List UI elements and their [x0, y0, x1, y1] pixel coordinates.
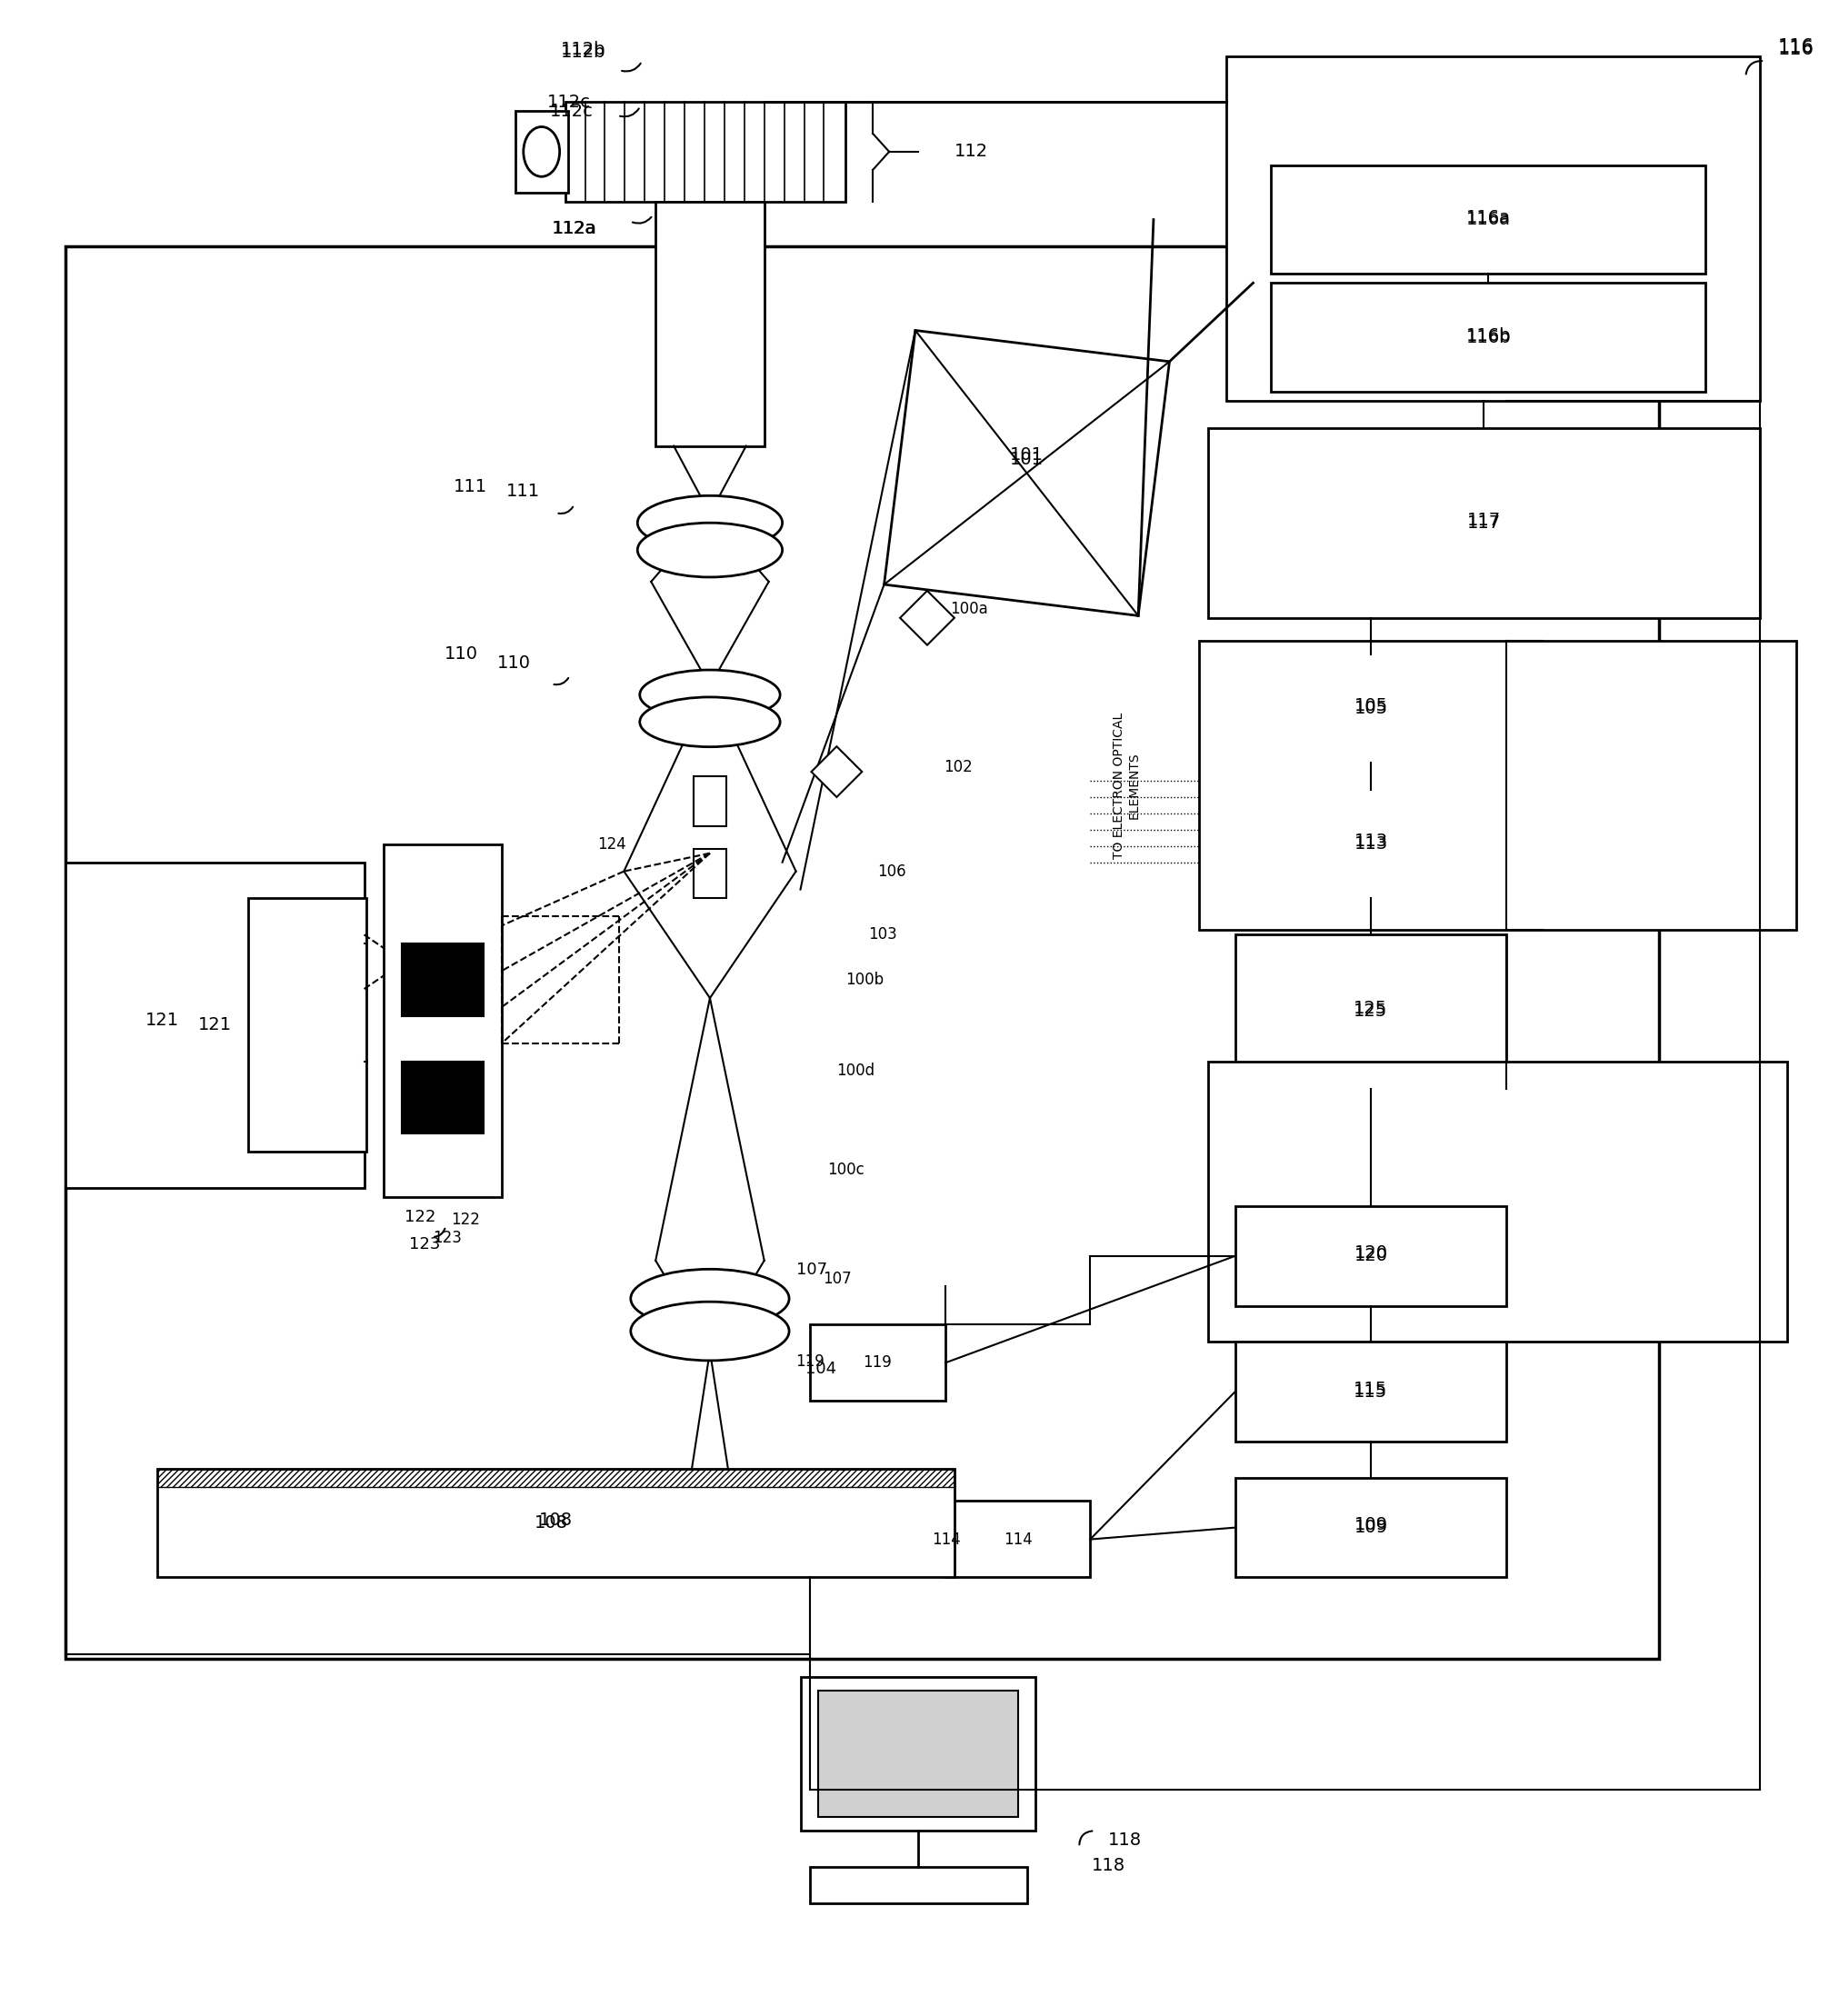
Bar: [565, 103, 846, 202]
Text: TO ELECTRON OPTICAL
ELEMENTS: TO ELECTRON OPTICAL ELEMENTS: [1113, 712, 1140, 859]
Text: 108: 108: [539, 1512, 572, 1528]
Bar: [1227, 56, 1760, 401]
Text: 125: 125: [1354, 1004, 1388, 1020]
Text: 100c: 100c: [828, 1161, 864, 1177]
Ellipse shape: [640, 698, 780, 746]
Text: 114: 114: [932, 1532, 960, 1548]
Text: 112c: 112c: [550, 103, 594, 119]
Bar: [515, 111, 568, 192]
Text: 108: 108: [535, 1514, 568, 1532]
Text: 100b: 100b: [846, 972, 885, 988]
Text: 101: 101: [1010, 446, 1043, 464]
Text: 106: 106: [877, 863, 907, 879]
Text: 113: 113: [1354, 835, 1388, 853]
Bar: [693, 776, 726, 827]
Bar: [158, 1470, 954, 1577]
Bar: [66, 246, 1659, 1659]
Bar: [818, 1691, 1017, 1816]
Text: 100d: 100d: [837, 1062, 875, 1079]
Bar: [1236, 653, 1506, 762]
Text: 100a: 100a: [949, 601, 988, 617]
Text: 115: 115: [1354, 1383, 1388, 1401]
Bar: [1236, 935, 1506, 1089]
Text: 124: 124: [598, 837, 627, 853]
Text: 103: 103: [868, 927, 897, 943]
Text: 112c: 112c: [546, 93, 590, 111]
Bar: [1199, 641, 1797, 929]
Text: 109: 109: [1354, 1518, 1388, 1536]
Ellipse shape: [631, 1270, 789, 1329]
Bar: [403, 1060, 484, 1133]
Bar: [66, 863, 364, 1187]
Text: 117: 117: [1468, 514, 1501, 532]
Bar: [403, 943, 484, 1016]
Text: 116b: 116b: [1466, 327, 1512, 345]
Text: 105: 105: [1354, 700, 1388, 718]
Bar: [1236, 1206, 1506, 1306]
Text: 118: 118: [1091, 1857, 1125, 1873]
Text: 120: 120: [1354, 1244, 1388, 1262]
Bar: [809, 1867, 1026, 1903]
Bar: [158, 1470, 954, 1488]
Text: 110: 110: [445, 645, 478, 663]
Text: 119: 119: [794, 1355, 824, 1371]
Text: 119: 119: [862, 1355, 892, 1371]
Text: 104: 104: [805, 1361, 837, 1377]
Bar: [1208, 1060, 1788, 1343]
Text: 116b: 116b: [1466, 329, 1512, 347]
Polygon shape: [885, 331, 1170, 615]
Ellipse shape: [524, 127, 559, 177]
Bar: [384, 845, 502, 1198]
Ellipse shape: [631, 1302, 789, 1361]
Bar: [800, 1677, 1035, 1831]
Text: 112a: 112a: [552, 220, 596, 238]
Text: 121: 121: [145, 1012, 178, 1030]
Text: 109: 109: [1354, 1516, 1388, 1534]
Polygon shape: [811, 746, 862, 796]
Text: 112b: 112b: [561, 40, 605, 58]
Text: 116: 116: [1778, 38, 1815, 56]
Bar: [1236, 1343, 1506, 1441]
Text: 122: 122: [405, 1210, 436, 1226]
Text: 122: 122: [451, 1212, 480, 1228]
Bar: [1271, 165, 1707, 274]
Text: 101: 101: [1010, 452, 1043, 468]
Bar: [693, 849, 726, 899]
Bar: [1271, 282, 1707, 391]
Text: 120: 120: [1354, 1248, 1388, 1264]
Text: 107: 107: [824, 1270, 851, 1286]
Text: 123: 123: [408, 1236, 440, 1252]
Text: 107: 107: [796, 1262, 828, 1278]
Text: 117: 117: [1468, 512, 1501, 528]
Bar: [1236, 1478, 1506, 1577]
Ellipse shape: [638, 522, 782, 577]
Text: 123: 123: [432, 1230, 462, 1246]
Text: 121: 121: [199, 1016, 232, 1034]
Ellipse shape: [640, 669, 780, 720]
Text: 125: 125: [1354, 1000, 1388, 1018]
Text: 111: 111: [506, 482, 541, 500]
Text: 116: 116: [1778, 40, 1815, 58]
Bar: [945, 1500, 1091, 1577]
Bar: [1236, 790, 1506, 899]
Text: 105: 105: [1354, 698, 1388, 714]
Bar: [657, 202, 765, 446]
Text: 114: 114: [1004, 1532, 1032, 1548]
Bar: [809, 1325, 945, 1401]
Text: 112: 112: [954, 143, 988, 161]
Bar: [1208, 427, 1760, 617]
Text: 112b: 112b: [561, 44, 605, 60]
Text: 111: 111: [454, 478, 487, 496]
Text: 113: 113: [1354, 833, 1388, 851]
Text: 116a: 116a: [1466, 210, 1512, 226]
Ellipse shape: [638, 496, 782, 550]
Text: 118: 118: [1109, 1831, 1142, 1849]
Bar: [248, 899, 366, 1151]
Text: 110: 110: [497, 655, 531, 671]
Text: 116a: 116a: [1466, 212, 1512, 228]
Polygon shape: [899, 591, 954, 645]
Text: 112a: 112a: [552, 220, 598, 238]
Text: 102: 102: [943, 760, 973, 776]
Text: 115: 115: [1354, 1381, 1388, 1397]
